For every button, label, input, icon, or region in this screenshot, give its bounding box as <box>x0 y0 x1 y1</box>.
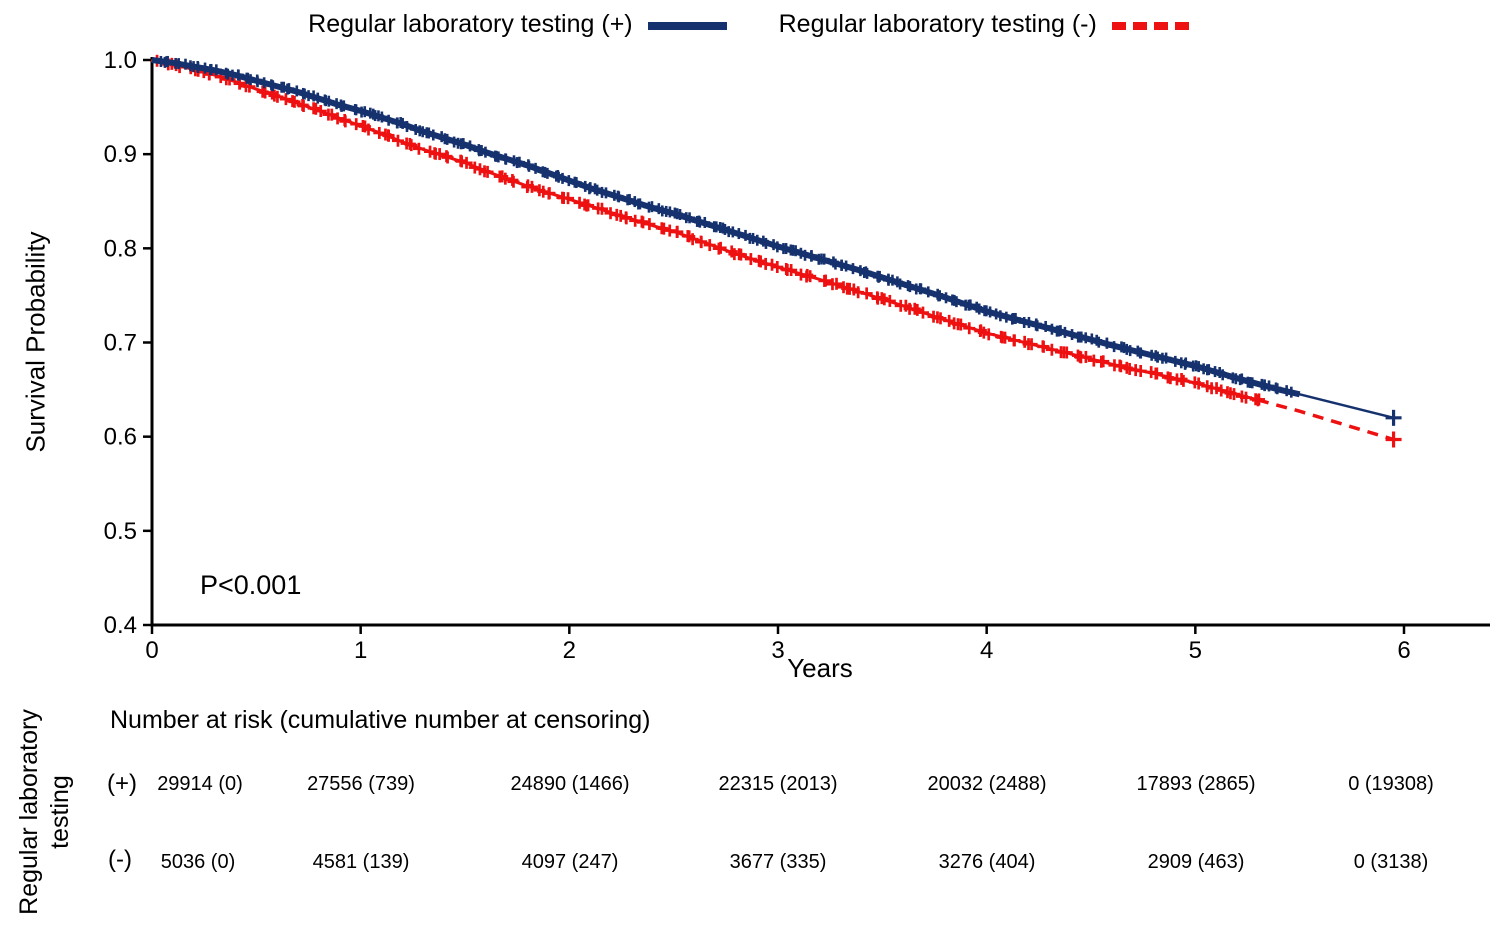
p-value-annotation: P<0.001 <box>200 570 301 600</box>
svg-text:0.4: 0.4 <box>104 612 137 639</box>
svg-text:0: 0 <box>145 637 158 664</box>
legend-swatch-solid-line <box>647 22 727 30</box>
svg-text:0.9: 0.9 <box>104 141 137 168</box>
axes: 1.0 0.9 0.8 0.7 0.6 0.5 0.4 0 1 2 3 4 5 6 <box>104 47 1490 664</box>
risk-cell: 17893 (2865) <box>1136 773 1256 795</box>
risk-cell: 0 (19308) <box>1348 773 1434 795</box>
risk-cell: 4581 (139) <box>312 851 410 873</box>
svg-text:0.7: 0.7 <box>104 330 137 357</box>
series-negative <box>151 54 1402 448</box>
risk-cell: 20032 (2488) <box>927 773 1047 795</box>
risk-cell: 0 (3138) <box>1353 851 1429 873</box>
risk-row-marker-negative: (-) <box>108 846 132 873</box>
risk-group-label: Regular laboratory testing <box>14 709 77 915</box>
svg-text:0.5: 0.5 <box>104 518 137 545</box>
legend-label-negative: Regular laboratory testing (-) <box>778 10 1097 38</box>
x-axis-label: Years <box>787 653 853 683</box>
risk-group-label-line1: Regular laboratory <box>14 709 43 915</box>
risk-cell: 22315 (2013) <box>718 773 838 795</box>
legend-swatch-dashed-line <box>1111 22 1191 30</box>
risk-cell: 3677 (335) <box>729 851 827 873</box>
y-axis-label: Survival Probability <box>20 231 51 453</box>
svg-text:4: 4 <box>980 637 993 664</box>
svg-text:2: 2 <box>563 637 576 664</box>
svg-text:1: 1 <box>354 637 367 664</box>
risk-row-marker-positive: (+) <box>107 770 137 797</box>
risk-cell: 5036 (0) <box>160 851 236 873</box>
legend-item-negative: Regular laboratory testing (-) <box>779 10 1191 39</box>
series-positive <box>151 55 1402 426</box>
svg-text:0.8: 0.8 <box>104 235 137 262</box>
svg-text:0.6: 0.6 <box>104 424 137 451</box>
risk-cell: 4097 (247) <box>521 851 619 873</box>
risk-cell: 27556 (739) <box>307 773 415 795</box>
legend-item-positive: Regular laboratory testing (+) <box>308 10 727 39</box>
risk-cell: 24890 (1466) <box>510 773 630 795</box>
svg-text:6: 6 <box>1397 637 1410 664</box>
legend: Regular laboratory testing (+) Regular l… <box>0 10 1499 39</box>
legend-label-positive: Regular laboratory testing (+) <box>308 10 633 38</box>
svg-text:5: 5 <box>1189 637 1202 664</box>
svg-text:3: 3 <box>771 637 784 664</box>
km-plot: P<0.001 Years 1.0 0.9 0.8 0.7 0.6 0.5 0.4 0 1 2 3 4… <box>104 47 1490 683</box>
risk-group-label-line2: testing <box>46 775 74 849</box>
risk-cell: 2909 (463) <box>1147 851 1245 873</box>
svg-text:1.0: 1.0 <box>104 47 137 74</box>
risk-cell: 3276 (404) <box>938 851 1036 873</box>
risk-cell: 29914 (0) <box>157 773 243 795</box>
risk-table-title: Number at risk (cumulative number at cen… <box>110 706 651 734</box>
